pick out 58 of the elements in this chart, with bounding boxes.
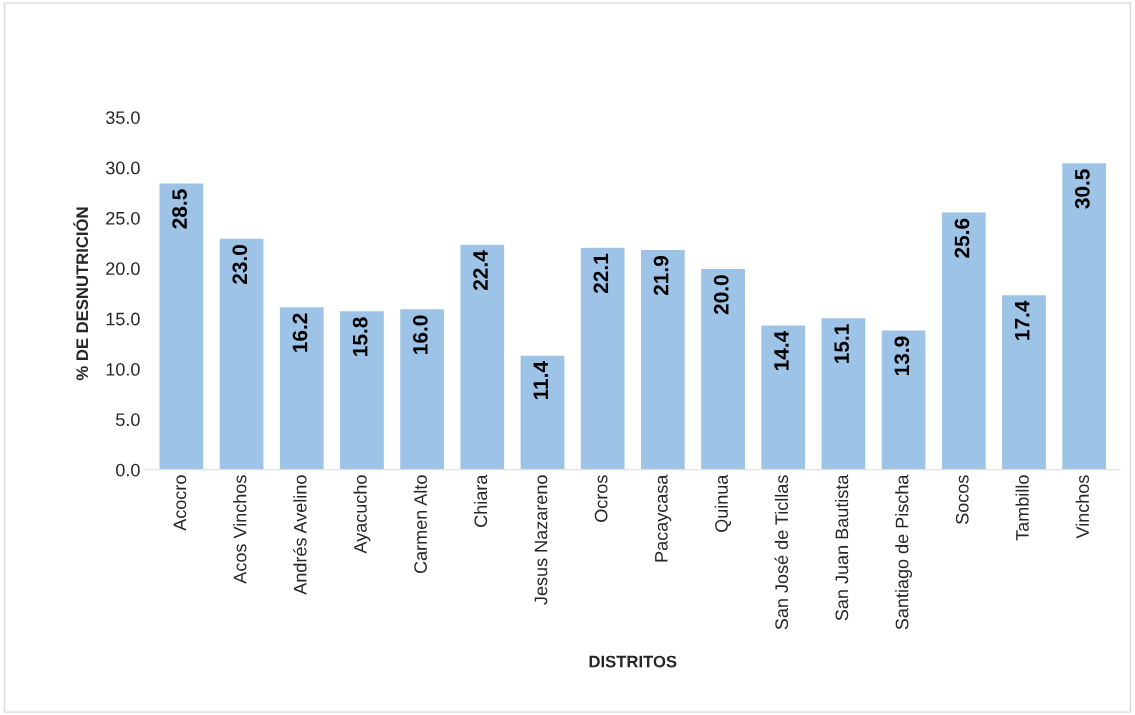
data-label: 25.6 [954, 218, 970, 258]
x-tick-label: Carmen Alto [413, 475, 427, 574]
data-label: 17.4 [1015, 300, 1030, 340]
bar [579, 246, 626, 470]
y-tick-label: 15.0 [106, 312, 140, 326]
data-label: 21.9 [653, 256, 669, 296]
data-label: 16.2 [292, 313, 308, 352]
bar [820, 316, 867, 470]
x-tick-label: Ocros [594, 475, 608, 522]
y-tick-label: 20.0 [106, 262, 140, 276]
x-tick-label: Santiago de Pischa [895, 474, 912, 630]
x-tick-label: Pacaycasa [655, 474, 672, 562]
bar [158, 182, 205, 470]
bar [519, 354, 566, 470]
y-tick-label: 0.0 [116, 463, 140, 477]
x-tick-label: Acocro [173, 475, 187, 531]
data-label: 22.4 [473, 250, 488, 291]
y-tick-label: 35.0 [105, 111, 140, 124]
bar [1000, 293, 1048, 470]
x-axis-title: DISTRITOS [589, 655, 677, 668]
bar [398, 307, 446, 470]
x-tick-label: Chiara [473, 474, 488, 527]
bar [880, 329, 927, 470]
bar [278, 305, 326, 470]
data-label: 22.1 [593, 253, 609, 294]
data-label: 30.5 [1074, 169, 1090, 209]
y-axis-title: % DE DESNUTRICIÓN [73, 207, 89, 381]
data-label: 28.5 [172, 189, 187, 229]
x-tick-label: Tambillo [1015, 475, 1029, 541]
data-label: 15.8 [352, 317, 368, 356]
x-tick-label: Vinchos [1075, 475, 1089, 539]
x-tick-label: Jesus Nazareno [534, 475, 548, 605]
bar [639, 248, 687, 470]
bar [940, 211, 988, 470]
data-label: 11.4 [533, 361, 548, 400]
data-label: 23.0 [232, 245, 248, 284]
x-tick-label: San José de Ticllas [774, 475, 789, 630]
bar [338, 309, 386, 470]
data-label: 13.9 [894, 336, 910, 376]
x-tick-label: Socos [955, 475, 969, 524]
y-tick-label: 30.0 [105, 161, 140, 175]
bar [1060, 161, 1108, 470]
data-label: 15.1 [834, 324, 849, 363]
y-tick-label: 5.0 [116, 413, 140, 427]
y-tick-label: 10.0 [106, 362, 140, 376]
y-tick-label: 25.0 [106, 211, 140, 225]
x-tick-label: Ayacucho [353, 475, 371, 554]
bar [699, 267, 747, 470]
bar [218, 237, 265, 470]
data-label: 20.0 [713, 275, 729, 315]
data-label: 14.4 [774, 330, 789, 370]
x-tick-label: Andrés Avelino [293, 475, 307, 595]
x-tick-label: Acos Vinchos [233, 475, 247, 584]
bar [459, 243, 506, 470]
x-tick-label: Quinua [714, 474, 732, 532]
data-label: 16.0 [412, 315, 428, 354]
x-tick-label: San Juan Bautista [834, 474, 849, 621]
bar [759, 324, 807, 470]
